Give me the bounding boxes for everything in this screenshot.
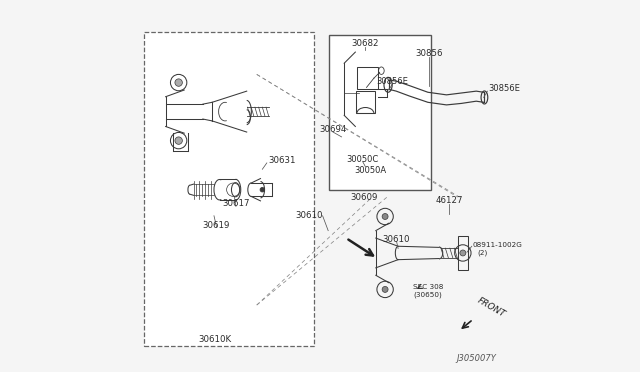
- Text: 46127: 46127: [436, 196, 463, 205]
- Text: 30610: 30610: [295, 211, 323, 219]
- Text: 30609: 30609: [350, 193, 378, 202]
- Text: (30650): (30650): [413, 291, 442, 298]
- Text: (2): (2): [477, 250, 487, 256]
- Text: FRONT: FRONT: [476, 296, 507, 319]
- Text: 30694: 30694: [319, 125, 347, 134]
- Text: 30856E: 30856E: [488, 84, 520, 93]
- Circle shape: [460, 250, 466, 256]
- Text: 30631: 30631: [268, 156, 296, 165]
- Text: 30050A: 30050A: [354, 166, 387, 175]
- Text: 30619: 30619: [202, 221, 230, 230]
- Circle shape: [175, 79, 182, 86]
- Text: 30856: 30856: [415, 49, 443, 58]
- Text: J305007Y: J305007Y: [457, 355, 497, 363]
- Circle shape: [382, 286, 388, 292]
- Bar: [328, 35, 431, 190]
- Text: 30050C: 30050C: [347, 155, 379, 164]
- Circle shape: [175, 137, 182, 144]
- Text: SEC 308: SEC 308: [413, 284, 443, 290]
- Bar: [357, 67, 378, 89]
- Text: 30682: 30682: [351, 39, 379, 48]
- Text: 30617: 30617: [222, 199, 250, 208]
- Circle shape: [260, 187, 264, 192]
- Text: 30856E: 30856E: [376, 77, 408, 86]
- Text: 30610K: 30610K: [198, 335, 232, 344]
- Bar: [356, 91, 374, 113]
- Bar: [458, 236, 468, 270]
- Text: 08911-1002G: 08911-1002G: [472, 242, 522, 248]
- Text: 30610: 30610: [383, 235, 410, 244]
- Bar: [145, 32, 314, 346]
- Circle shape: [382, 214, 388, 219]
